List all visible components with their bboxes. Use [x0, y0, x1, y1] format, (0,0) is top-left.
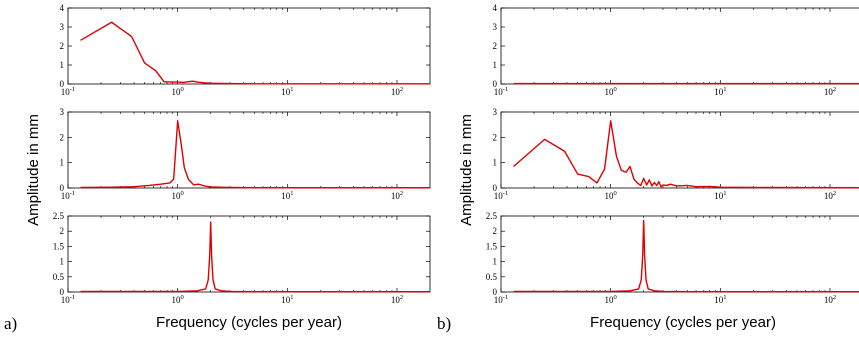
chart-b2-x-tick-label: 101 — [714, 190, 726, 201]
chart-b2-y-tick-label: 3 — [493, 107, 498, 117]
chart-b1-y-tick-label: 1 — [493, 60, 498, 70]
chart-a3-y-tick-label: 2.5 — [53, 211, 65, 221]
chart-b1-x-tick-label: 102 — [824, 86, 836, 97]
chart-a3-y-tick-label: 1 — [60, 257, 65, 267]
chart-a3-y-tick-label: 0 — [60, 287, 65, 297]
chart-a3-series-line — [81, 222, 431, 292]
chart-a2-y-tick-label: 2 — [60, 132, 65, 142]
chart-a1-axes-box — [68, 8, 430, 84]
chart-b3-axes-box — [501, 216, 859, 292]
chart-a1-y-tick-label: 3 — [60, 22, 65, 32]
chart-a1-y-tick-label: 1 — [60, 60, 65, 70]
chart-a1-x-tick-label: 102 — [391, 86, 403, 97]
chart-a1-y-tick-label: 4 — [60, 3, 65, 13]
chart-a2-y-tick-label: 0 — [60, 183, 65, 193]
chart-a1-x-tick-label: 101 — [281, 86, 293, 97]
chart-a2-x-tick-label: 101 — [281, 190, 293, 201]
chart-a1-y-tick-label: 0 — [60, 79, 65, 89]
chart-b2-y-tick-label: 0 — [493, 183, 498, 193]
chart-b3-y-tick-label: 1.5 — [486, 241, 498, 251]
x-axis-label-b: Frequency (cycles per year) — [590, 314, 776, 331]
chart-b2-y-tick-label: 2 — [493, 132, 498, 142]
chart-a3-y-tick-label: 1.5 — [53, 241, 65, 251]
chart-a1-x-tick-label: 100 — [172, 86, 184, 97]
chart-a2-y-tick-label: 1 — [60, 158, 65, 168]
chart-b3-x-tick-label: 101 — [714, 294, 726, 305]
chart-b3-y-tick-label: 0 — [493, 287, 498, 297]
chart-b1-x-tick-label: 101 — [714, 86, 726, 97]
chart-a3-y-tick-label: 2 — [60, 226, 65, 236]
chart-b2-series-line — [514, 121, 859, 188]
chart-a3-x-tick-label: 101 — [281, 294, 293, 305]
y-axis-label-b: Amplitude in mm — [458, 114, 475, 226]
chart-b3-y-tick-label: 2 — [493, 226, 498, 236]
chart-a2-y-tick-label: 3 — [60, 107, 65, 117]
chart-b3-y-tick-label: 0.5 — [486, 272, 498, 282]
chart-b2-x-tick-label: 102 — [824, 190, 836, 201]
panel-label-a: a) — [4, 314, 17, 333]
chart-b1-y-tick-label: 3 — [493, 22, 498, 32]
chart-b3-y-tick-label: 1 — [493, 257, 498, 267]
chart-b2-x-tick-label: 100 — [605, 190, 617, 201]
chart-a2-series-line — [81, 121, 431, 188]
y-axis-label-a: Amplitude in mm — [25, 114, 42, 226]
chart-a3-x-tick-label: 102 — [391, 294, 403, 305]
chart-a1-y-tick-label: 2 — [60, 41, 65, 51]
chart-b1-x-tick-label: 100 — [605, 86, 617, 97]
chart-b1-y-tick-label: 0 — [493, 79, 498, 89]
chart-b1-axes-box — [501, 8, 859, 84]
chart-b3-y-tick-label: 2.5 — [486, 211, 498, 221]
chart-a3-x-tick-label: 100 — [172, 294, 184, 305]
chart-b1-y-tick-label: 2 — [493, 41, 498, 51]
chart-a3-axes-box — [68, 216, 430, 292]
chart-b3-series-line — [514, 221, 859, 292]
chart-a2-x-tick-label: 100 — [172, 190, 184, 201]
chart-a1-series-line — [81, 22, 431, 84]
chart-b3-x-tick-label: 100 — [605, 294, 617, 305]
chart-a2-axes-box — [68, 112, 430, 188]
chart-b2-y-tick-label: 1 — [493, 158, 498, 168]
chart-a3-y-tick-label: 0.5 — [53, 272, 65, 282]
chart-b2-axes-box — [501, 112, 859, 188]
panel-label-b: b) — [437, 314, 451, 333]
x-axis-label-a: Frequency (cycles per year) — [156, 314, 342, 331]
chart-b3-x-tick-label: 102 — [824, 294, 836, 305]
chart-b1-y-tick-label: 4 — [493, 3, 498, 13]
chart-a2-x-tick-label: 102 — [391, 190, 403, 201]
